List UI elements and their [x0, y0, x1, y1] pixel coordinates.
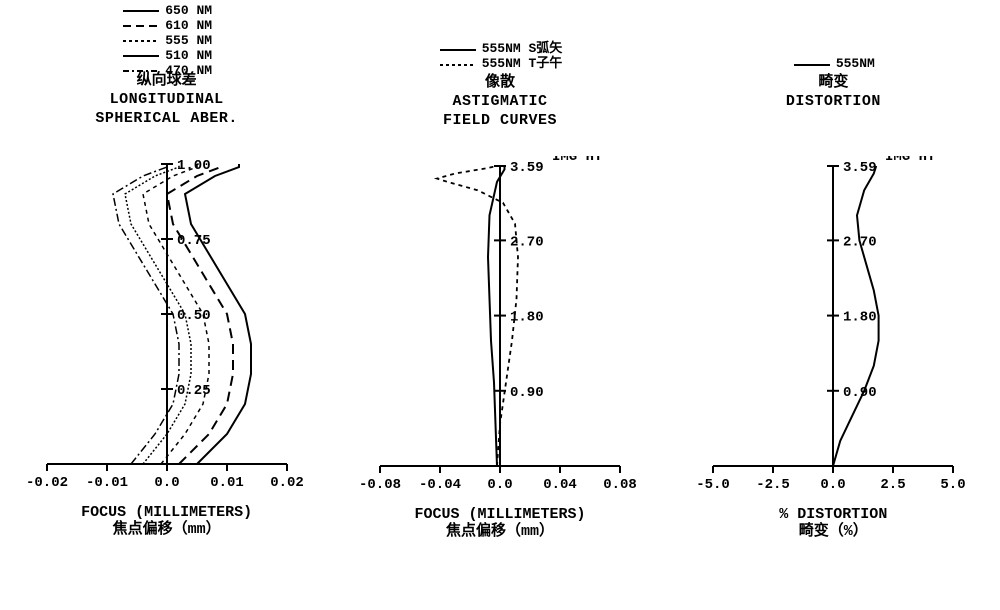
legend-label: 555NM T子午: [482, 57, 563, 72]
titles-distortion: 畸变 DISTORTION: [786, 74, 881, 156]
legend-row: 555NM: [792, 57, 875, 72]
svg-text:1.80: 1.80: [843, 310, 877, 326]
axis-en: FOCUS (MILLIMETERS): [81, 504, 252, 521]
svg-text:1.00: 1.00: [177, 158, 211, 174]
panel-spherical: 650 NM610 NM555 NM510 NM470 NM 纵向球差 LONG…: [0, 0, 333, 610]
svg-text:5.0: 5.0: [941, 477, 966, 493]
axis-caption-distortion: % DISTORTION 畸变（%）: [779, 506, 887, 541]
titles-spherical: 纵向球差 LONGITUDINAL SPHERICAL ABER.: [95, 72, 238, 154]
svg-text:2.70: 2.70: [510, 234, 544, 250]
panel-distortion: 555NM 畸变 DISTORTION -5.0-2.50.02.55.00.9…: [667, 0, 1000, 610]
legend-distortion: 555NM: [792, 0, 875, 74]
legend-label: 650 NM: [165, 4, 212, 19]
svg-text:-2.5: -2.5: [757, 477, 791, 493]
title-zh: 像散: [443, 74, 557, 93]
axis-zh: 焦点偏移（mm）: [81, 521, 252, 538]
title-en-2: FIELD CURVES: [443, 112, 557, 131]
svg-text:-0.04: -0.04: [419, 477, 461, 493]
axis-zh: 畸变（%）: [779, 523, 887, 540]
legend-row: 555NM S弧矢: [438, 42, 563, 57]
legend-label: 555 NM: [165, 34, 212, 49]
plot-distortion: -5.0-2.50.02.55.00.901.802.703.59IMG HT: [678, 156, 988, 506]
svg-text:0.0: 0.0: [487, 477, 512, 493]
legend-astigmatic: 555NM S弧矢555NM T子午: [438, 0, 563, 74]
title-zh: 畸变: [786, 74, 881, 93]
svg-text:3.59: 3.59: [510, 160, 544, 176]
svg-text:-0.08: -0.08: [359, 477, 401, 493]
svg-text:IMG HT: IMG HT: [885, 156, 935, 165]
legend-label: 555NM: [836, 57, 875, 72]
legend-row: 555 NM: [121, 34, 212, 49]
svg-text:0.90: 0.90: [510, 385, 544, 401]
legend-spherical: 650 NM610 NM555 NM510 NM470 NM: [121, 0, 212, 72]
title-en-1: DISTORTION: [786, 93, 881, 112]
title-en-1: LONGITUDINAL: [95, 91, 238, 110]
title-en-2: SPHERICAL ABER.: [95, 110, 238, 129]
svg-text:0.08: 0.08: [603, 477, 637, 493]
legend-row: 610 NM: [121, 19, 212, 34]
svg-text:0.0: 0.0: [821, 477, 846, 493]
legend-row: 650 NM: [121, 4, 212, 19]
svg-text:0.01: 0.01: [210, 475, 244, 491]
plot-astigmatic: -0.08-0.040.00.040.080.901.802.703.59IMG…: [345, 156, 655, 506]
title-en-1: ASTIGMATIC: [443, 93, 557, 112]
svg-text:0.0: 0.0: [154, 475, 179, 491]
svg-text:0.25: 0.25: [177, 383, 211, 399]
axis-caption-spherical: FOCUS (MILLIMETERS) 焦点偏移（mm）: [81, 504, 252, 539]
axis-en: FOCUS (MILLIMETERS): [414, 506, 585, 523]
svg-text:-0.02: -0.02: [26, 475, 68, 491]
axis-zh: 焦点偏移（mm）: [414, 523, 585, 540]
svg-text:0.04: 0.04: [543, 477, 577, 493]
legend-label: 555NM S弧矢: [482, 42, 563, 57]
legend-row: 555NM T子午: [438, 57, 563, 72]
svg-text:IMG HT: IMG HT: [552, 156, 602, 165]
legend-label: 610 NM: [165, 19, 212, 34]
svg-text:3.59: 3.59: [843, 160, 877, 176]
svg-text:-5.0: -5.0: [697, 477, 731, 493]
axis-en: % DISTORTION: [779, 506, 887, 523]
svg-text:-0.01: -0.01: [86, 475, 128, 491]
svg-text:0.02: 0.02: [270, 475, 304, 491]
plot-spherical: -0.02-0.010.00.010.020.250.500.751.00: [12, 154, 322, 504]
legend-label: 510 NM: [165, 49, 212, 64]
container: 650 NM610 NM555 NM510 NM470 NM 纵向球差 LONG…: [0, 0, 1000, 610]
legend-row: 510 NM: [121, 49, 212, 64]
panel-astigmatic: 555NM S弧矢555NM T子午 像散 ASTIGMATIC FIELD C…: [333, 0, 666, 610]
axis-caption-astigmatic: FOCUS (MILLIMETERS) 焦点偏移（mm）: [414, 506, 585, 541]
svg-text:2.5: 2.5: [881, 477, 906, 493]
titles-astigmatic: 像散 ASTIGMATIC FIELD CURVES: [443, 74, 557, 156]
title-zh: 纵向球差: [95, 72, 238, 91]
